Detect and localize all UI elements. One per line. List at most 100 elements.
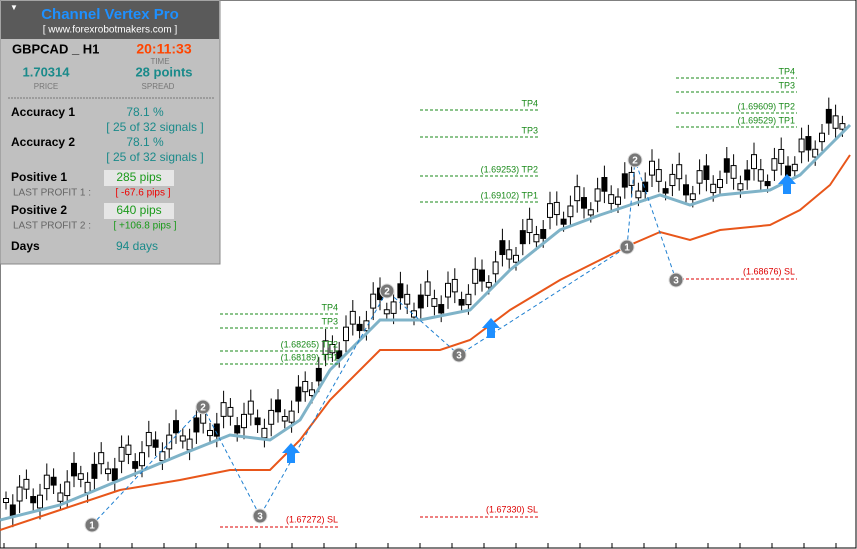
candle bbox=[30, 496, 37, 504]
signal-marker bbox=[619, 239, 635, 255]
sl-label: (1.67272) SL bbox=[286, 514, 338, 524]
candle bbox=[465, 293, 472, 306]
candle bbox=[696, 170, 703, 184]
signal-marker bbox=[195, 399, 211, 415]
candle bbox=[84, 481, 91, 494]
candle bbox=[424, 281, 431, 296]
candle bbox=[363, 320, 370, 332]
candle bbox=[349, 310, 356, 325]
candle bbox=[798, 138, 805, 153]
candle bbox=[676, 164, 683, 180]
candle bbox=[302, 380, 309, 393]
candle bbox=[635, 190, 642, 199]
tp-label: (1.69102) TP1 bbox=[481, 190, 538, 200]
signal-marker bbox=[451, 347, 467, 363]
tp-label: TP4 bbox=[778, 66, 795, 76]
candle bbox=[186, 438, 193, 451]
candle bbox=[173, 420, 179, 434]
time-label: TIME bbox=[150, 57, 169, 66]
tp-label: TP3 bbox=[321, 316, 338, 326]
candle bbox=[533, 234, 540, 243]
positive-value: 640 pips bbox=[116, 203, 161, 217]
accuracy-label: Accuracy 1 bbox=[11, 105, 75, 119]
candle bbox=[37, 494, 43, 509]
accuracy-value: 78.1 % bbox=[126, 135, 164, 149]
spread-label: SPREAD bbox=[142, 82, 175, 91]
candle bbox=[57, 492, 64, 502]
last-profit-label: LAST PROFIT 1 : bbox=[13, 188, 91, 199]
signal-marker bbox=[379, 283, 395, 299]
candle bbox=[642, 181, 649, 193]
info-panel: ▼ Channel Vertex Pro [ www.forexrobotmak… bbox=[0, 0, 221, 265]
candle bbox=[764, 181, 771, 187]
candle bbox=[125, 444, 132, 455]
candle bbox=[329, 343, 336, 354]
candle bbox=[458, 299, 465, 306]
tp-label: (1.68265) TP2 bbox=[281, 339, 338, 349]
candle bbox=[751, 154, 757, 170]
days-value: 94 days bbox=[116, 239, 158, 253]
candle bbox=[9, 504, 16, 517]
candle bbox=[220, 402, 227, 417]
candle bbox=[23, 478, 30, 490]
candle bbox=[166, 434, 173, 450]
candle bbox=[445, 282, 451, 298]
candle bbox=[247, 400, 254, 415]
candle bbox=[547, 203, 553, 218]
candle bbox=[513, 254, 519, 263]
candle bbox=[397, 283, 404, 299]
candle bbox=[526, 218, 533, 234]
candle bbox=[132, 461, 139, 469]
tp-label: (1.69253) TP2 bbox=[481, 164, 538, 174]
signal-marker bbox=[627, 152, 643, 168]
candle bbox=[77, 473, 84, 480]
tp-label: TP4 bbox=[321, 302, 338, 312]
positive-label: Positive 1 bbox=[11, 170, 67, 184]
signal-marker-label: 2 bbox=[200, 403, 206, 414]
candles bbox=[3, 97, 846, 528]
blue-band bbox=[0, 123, 852, 522]
zigzag bbox=[91, 159, 677, 526]
candle bbox=[139, 452, 145, 467]
signal-marker-label: 3 bbox=[257, 512, 263, 523]
candle bbox=[812, 148, 819, 158]
tp-label: TP3 bbox=[778, 80, 795, 90]
last-profit-value: [ -67.6 pips ] bbox=[115, 188, 170, 199]
candle bbox=[540, 229, 547, 239]
candle bbox=[574, 186, 581, 202]
panel-url: [ www.forexrobotmakers.com ] bbox=[43, 25, 178, 36]
signal-marker-label: 1 bbox=[624, 243, 630, 254]
collapse-icon[interactable]: ▼ bbox=[10, 3, 18, 12]
candle bbox=[757, 169, 764, 182]
candle bbox=[730, 165, 737, 179]
candle bbox=[662, 188, 669, 194]
candle bbox=[628, 171, 635, 186]
accuracy-value: 78.1 % bbox=[126, 105, 164, 119]
candle bbox=[193, 417, 200, 433]
candle bbox=[832, 115, 839, 129]
candle bbox=[655, 169, 662, 182]
candle bbox=[785, 165, 791, 177]
candle bbox=[703, 165, 710, 180]
candle bbox=[241, 413, 247, 429]
candle bbox=[621, 173, 628, 188]
candle bbox=[825, 108, 832, 124]
candle bbox=[417, 294, 424, 309]
candle bbox=[370, 293, 377, 309]
candle bbox=[105, 468, 111, 475]
candle bbox=[390, 301, 397, 314]
panel-title: Channel Vertex Pro bbox=[41, 6, 179, 23]
candle bbox=[519, 230, 526, 245]
tp-label: (1.68189) TP1 bbox=[281, 352, 338, 362]
candle bbox=[411, 310, 417, 318]
candle bbox=[118, 446, 125, 462]
candle bbox=[438, 304, 445, 314]
candle bbox=[281, 415, 288, 422]
last-profit-label: LAST PROFIT 2 : bbox=[13, 221, 91, 232]
price: 1.70314 bbox=[23, 64, 71, 79]
candle bbox=[615, 196, 621, 205]
candle bbox=[3, 498, 9, 503]
candle bbox=[288, 410, 295, 423]
candle bbox=[111, 468, 118, 482]
